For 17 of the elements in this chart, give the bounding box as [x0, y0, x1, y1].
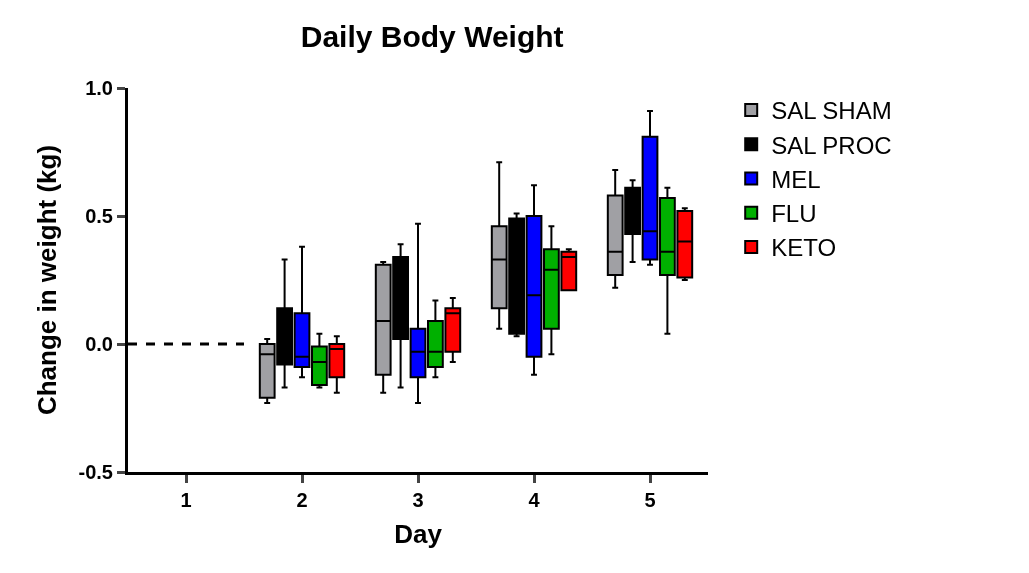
y-axis-title: Change in weight (kg)	[31, 144, 62, 416]
x-tick-label: 2	[296, 489, 308, 511]
legend-label: SAL PROC	[771, 131, 892, 159]
chart-title: Daily Body Weight	[300, 19, 564, 53]
x-tick-label: 1	[180, 489, 192, 511]
x-tick-label: 5	[644, 489, 656, 511]
legend-label: SAL SHAM	[771, 97, 892, 125]
y-tick-label: 0.5	[85, 205, 113, 227]
legend-label: MEL	[771, 165, 821, 193]
x-axis-title: Day	[394, 518, 443, 549]
legend-label: FLU	[771, 200, 817, 228]
y-tick-label: 1.0	[85, 77, 113, 99]
legend-label: KETO	[771, 234, 837, 262]
x-tick-label: 4	[528, 489, 541, 511]
x-tick-label: 3	[412, 489, 424, 511]
y-tick-label: -0.5	[78, 461, 113, 483]
y-tick-label: 0.0	[85, 333, 113, 355]
